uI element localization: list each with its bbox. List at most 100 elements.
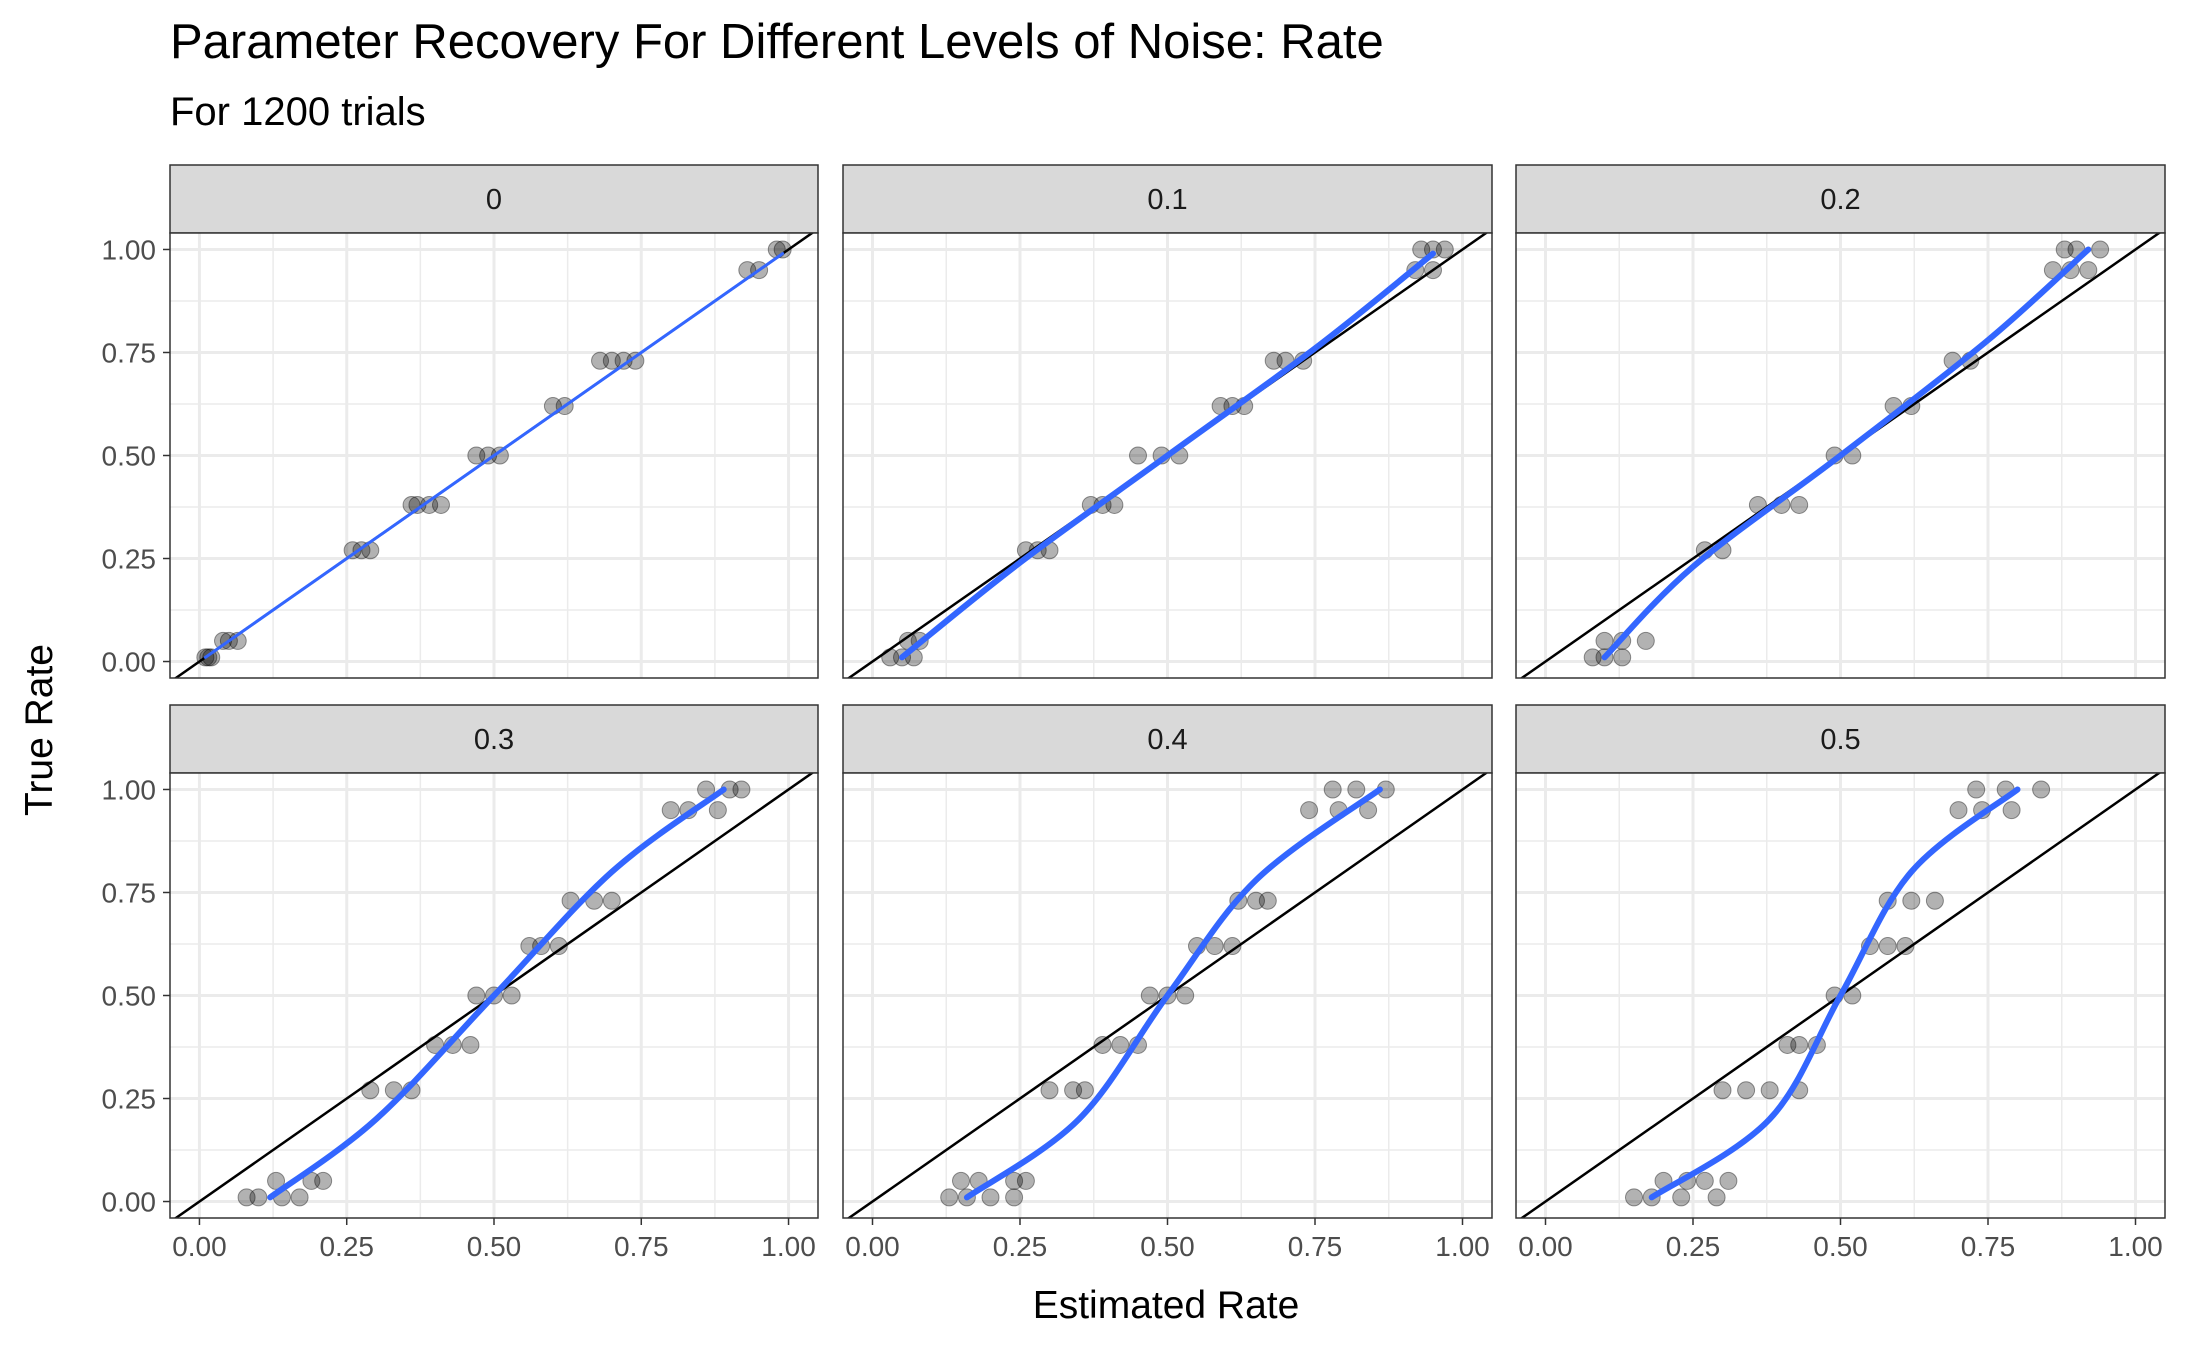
facet-panel-0.1: 0.1 (842, 164, 1493, 679)
data-point (431, 495, 450, 514)
data-point (1595, 631, 1614, 650)
data-point (2032, 780, 2051, 799)
data-point (1205, 937, 1224, 956)
panel-border (1515, 232, 2166, 679)
panel-plot-area (170, 773, 818, 1218)
data-point (981, 1188, 1000, 1207)
y-tick-label: 0.25 (102, 1084, 157, 1115)
data-point (237, 1188, 256, 1207)
data-point (1636, 631, 1655, 650)
panel-plot-area (1516, 233, 2165, 678)
panel-plot-area (843, 773, 1492, 1218)
data-point (952, 1171, 970, 1190)
data-point (1707, 1188, 1726, 1207)
data-point (202, 648, 221, 667)
data-point (1347, 780, 1366, 799)
data-point (1005, 1188, 1024, 1207)
smooth-line (1601, 246, 2092, 661)
data-point (1258, 891, 1277, 910)
data-point (290, 1188, 309, 1207)
chart-title: Parameter Recovery For Different Levels … (170, 15, 1384, 69)
data-point (602, 351, 621, 370)
facet-strip-label: 0.1 (1147, 184, 1187, 216)
data-point (461, 1035, 480, 1054)
data-point (1140, 986, 1159, 1005)
facet-panel-0.3: 0.3 0.00 0.25 0.50 0.75 1.00 0.00 0.25 0.50 0.75 1… (102, 704, 819, 1262)
data-point (591, 351, 610, 370)
facet-strip (842, 164, 1493, 234)
data-point (1176, 986, 1195, 1005)
y-tick-label: 0.00 (102, 1187, 157, 1218)
data-point (1896, 937, 1915, 956)
smooth-line (267, 786, 727, 1201)
data-point (314, 1171, 333, 1190)
panel-border (842, 232, 1493, 679)
data-point (549, 937, 568, 956)
data-point (1719, 1171, 1738, 1190)
x-tick-label: 0.50 (467, 1231, 522, 1262)
data-point (1129, 446, 1147, 465)
x-tick-label: 1.00 (1435, 1231, 1490, 1262)
data-point (732, 780, 751, 799)
panel-plot-area (843, 233, 1492, 678)
data-point (1300, 801, 1319, 820)
smooth-line (899, 250, 1436, 661)
facet-panel-0.2: 0.2 (1515, 164, 2166, 679)
data-point (1435, 240, 1454, 259)
smooth-line (963, 786, 1383, 1201)
data-point (1949, 801, 1968, 820)
data-point (1967, 780, 1986, 799)
data-point (1075, 1081, 1094, 1100)
data-point (1672, 1188, 1691, 1207)
data-point (1016, 1171, 1035, 1190)
data-point (2002, 801, 2021, 820)
data-point (1424, 261, 1442, 280)
data-point (1778, 1035, 1797, 1054)
x-tick-label: 0.00 (172, 1231, 227, 1262)
panel-plot-area (170, 233, 818, 678)
data-point (1583, 648, 1602, 667)
data-point (1412, 240, 1431, 259)
y-tick-label: 0.75 (102, 337, 157, 368)
facet-panel-0: 0 0.00 0.25 0.50 0.75 1.00 (102, 164, 819, 679)
data-point (1005, 1171, 1024, 1190)
data-point (697, 780, 716, 799)
x-tick-label: 0.00 (1518, 1231, 1573, 1262)
data-point (1223, 937, 1242, 956)
x-axis-title: Estimated Rate (1033, 1284, 1300, 1327)
y-tick-label: 0.00 (102, 647, 157, 678)
data-point (2091, 240, 2110, 259)
data-point (1613, 648, 1632, 667)
x-tick-label: 0.25 (993, 1231, 1048, 1262)
data-point (2079, 261, 2098, 280)
data-point (881, 648, 900, 667)
data-point (426, 1035, 445, 1054)
data-point (1064, 1081, 1083, 1100)
x-tick-label: 0.50 (1813, 1231, 1868, 1262)
data-point (1040, 1081, 1059, 1100)
data-point (467, 446, 486, 465)
data-point (361, 541, 380, 560)
data-point (1760, 1081, 1779, 1100)
chart-subtitle: For 1200 trials (170, 90, 426, 134)
data-point (2055, 240, 2074, 259)
facet-strip-label: 0.2 (1820, 184, 1860, 216)
y-tick-label: 1.00 (102, 234, 157, 265)
data-point (1878, 937, 1897, 956)
x-tick-label: 0.25 (319, 1231, 374, 1262)
data-point (661, 801, 680, 820)
y-tick-label: 0.25 (102, 544, 157, 575)
facet-strip-label: 0 (486, 184, 502, 216)
data-point (1790, 1035, 1809, 1054)
facet-strip-label: 0.4 (1147, 724, 1187, 756)
facet-panel-0.4: 0.4 0.00 0.25 0.50 0.75 1.00 (842, 704, 1493, 1262)
facet-strip (842, 704, 1493, 774)
data-point (1264, 351, 1283, 370)
panel-plot-area (1516, 773, 2165, 1218)
data-point (267, 1171, 286, 1190)
x-tick-label: 0.75 (1961, 1231, 2016, 1262)
x-tick-label: 0.75 (614, 1231, 669, 1262)
x-tick-label: 1.00 (2108, 1231, 2163, 1262)
data-point (1359, 801, 1378, 820)
